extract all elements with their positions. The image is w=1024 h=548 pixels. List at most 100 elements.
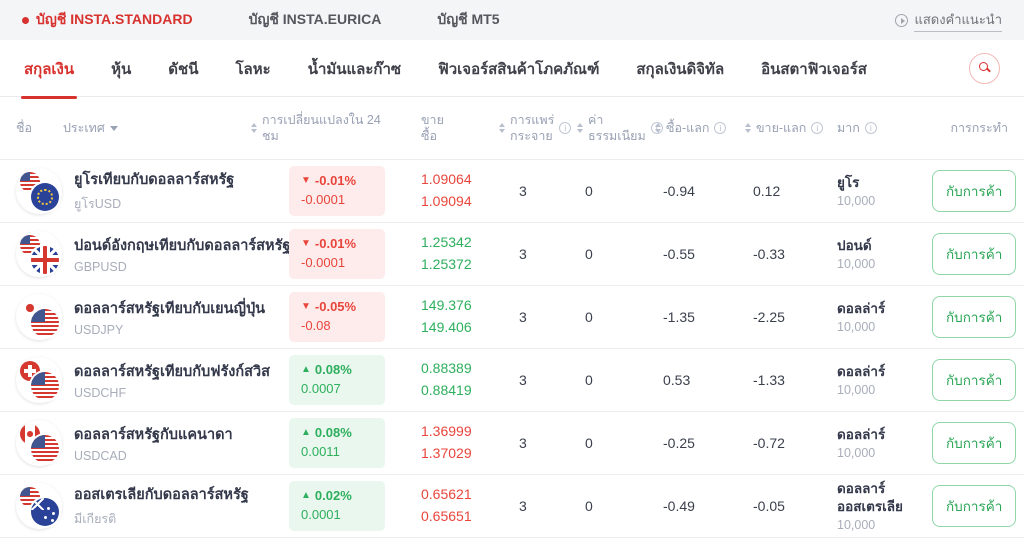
buy-price: 0.88419 [421,382,472,398]
sort-icon[interactable] [745,123,751,133]
lot-currency: ยูโร [837,175,860,191]
pair-symbol: USDCHF [74,386,127,400]
pair-name: ยูโรเทียบกับดอลลาร์สหรัฐ [74,172,235,188]
category-tab[interactable]: โลหะ [235,60,271,78]
account-tab-label: บัญชี INSTA.EURICA [248,11,382,27]
show-hints-link[interactable]: แสดงคำแนะนำ [895,9,1002,32]
change-value: -0.08 [301,318,331,333]
info-icon[interactable] [714,122,727,134]
sort-icon[interactable] [499,123,505,133]
sell-swap-value: -0.72 [753,435,785,451]
sort-icon[interactable] [577,123,583,133]
trade-button[interactable]: กับการค้า [932,485,1017,527]
flag-front [31,498,59,526]
change-percent: -0.01% [314,173,357,189]
header-name: ชื่อ [16,121,32,135]
aud-usd-flags-icon [16,483,62,529]
commission-value: 0 [585,183,593,199]
lot-size: 10,000 [837,319,876,334]
commission-value: 0 [585,498,593,514]
spread-value: 3 [519,246,527,262]
table-header: ชื่อ ประเทศ การเปลี่ยนแปลงใน 24 ชม ขาย ซ… [0,97,1024,160]
change-badge: ▼ -0.05% -0.08 [289,292,385,342]
country-filter-dropdown[interactable]: ประเทศ [63,118,118,138]
category-tabs: สกุลเงิน หุ้น ดัชนี โลหะ น้ำมันและก๊าซ ฟิวเจอ… [20,39,867,99]
price-cell: 1.09064 1.09094 [391,169,511,212]
sort-icon[interactable] [655,123,661,133]
category-tab[interactable]: อินสตาฟิวเจอร์ส [761,60,867,78]
pair-symbol: USDJPY [74,323,124,337]
account-tab[interactable]: บัญชี INSTA.EURICA [249,9,382,31]
account-tab[interactable]: บัญชี MT5 [437,9,499,31]
info-icon[interactable] [559,122,572,134]
trade-button[interactable]: กับการค้า [932,233,1017,275]
buy-price: 0.65651 [421,508,472,524]
category-tab[interactable]: ฟิวเจอร์สสินค้าโภคภัณฑ์ [438,60,600,78]
header-sell-swap[interactable]: ขาย-แลก [745,118,837,138]
flag-front [31,246,59,274]
spread-value: 3 [519,372,527,388]
category-tab[interactable]: สกุลเงินดิจิทัล [636,60,725,78]
lot-size: 10,000 [837,193,876,208]
header-commission[interactable]: ค่า ธรรมเนียม [577,112,663,145]
sort-icon[interactable] [251,123,257,133]
header-spread[interactable]: การแพร่ กระจาย [499,112,577,145]
instrument-list: ยูโรเทียบกับดอลลาร์สหรัฐ ยูโรUSD ▼ -0.01… [0,160,1024,538]
change-percent: -0.05% [314,299,357,315]
gbp-usd-flags-icon [16,231,62,277]
category-tab[interactable]: ดัชนี [168,60,199,78]
change-badge: ▲ 0.08% 0.0007 [289,355,385,405]
header-country: ประเทศ [63,121,105,135]
table-row[interactable]: ออสเตรเลียกับดอลลาร์สหรัฐ มีเกียรติ ▲ 0.… [0,475,1024,538]
commission-value: 0 [585,309,593,325]
buy-swap-value: 0.53 [663,372,691,388]
account-tab-label: บัญชี MT5 [437,11,500,27]
info-icon[interactable] [650,122,663,134]
trade-button[interactable]: กับการค้า [932,170,1017,212]
buy-price: 1.37029 [421,445,472,461]
buy-swap-value: -0.55 [663,246,695,262]
account-tab-label: บัญชี INSTA.STANDARD [36,11,193,27]
account-tab[interactable]: บัญชี INSTA.STANDARD [22,9,193,31]
trade-button[interactable]: กับการค้า [932,422,1017,464]
sell-price: 0.65621 [421,486,472,503]
change-value: 0.0007 [301,381,341,396]
usd-cad-flags-icon [16,420,62,466]
flag-front [31,435,59,463]
change-badge: ▲ 0.02% 0.0001 [289,481,385,531]
table-row[interactable]: ดอลลาร์สหรัฐเทียบกับเยนญี่ปุ่น USDJPY ▼ … [0,286,1024,349]
header-change-24h[interactable]: การเปลี่ยนแปลงใน 24 ชม [251,112,391,145]
info-icon[interactable] [864,122,877,134]
category-tab[interactable]: หุ้น [111,60,132,78]
change-value: 0.0001 [301,507,341,522]
sell-price: 1.25342 [421,234,472,251]
table-row[interactable]: ดอลลาร์สหรัฐกับแคนาดา USDCAD ▲ 0.08% 0.0… [0,412,1024,475]
buy-price: 1.25372 [421,256,472,272]
spread-value: 3 [519,183,527,199]
change-percent: 0.02% [314,488,352,504]
header-action: การกระทำ [950,121,1008,135]
category-tab[interactable]: สกุลเงิน [20,39,78,99]
table-row[interactable]: ยูโรเทียบกับดอลลาร์สหรัฐ ยูโรUSD ▼ -0.01… [0,160,1024,223]
pair-name: ดอลลาร์สหรัฐเทียบกับฟรังก์สวิส [74,364,270,380]
pair-name: ปอนด์อังกฤษเทียบกับดอลลาร์สหรัฐ [74,238,291,254]
price-cell: 0.88389 0.88419 [391,358,511,401]
buy-price: 149.406 [421,319,472,335]
lot-size: 10,000 [837,517,876,532]
table-row[interactable]: ดอลลาร์สหรัฐเทียบกับฟรังก์สวิส USDCHF ▲ … [0,349,1024,412]
table-row[interactable]: ปอนด์อังกฤษเทียบกับดอลลาร์สหรัฐ GBPUSD ▼… [0,223,1024,286]
change-down-icon: ▼ [301,238,311,250]
trade-button[interactable]: กับการค้า [932,296,1017,338]
lot-currency: ดอลล่าร์ [837,427,886,443]
lot-currency: ดอลล่าร์ [837,301,886,317]
trade-button[interactable]: กับการค้า [932,359,1017,401]
play-circle-icon [895,13,909,27]
header-buy-swap[interactable]: ซื้อ-แลก [655,118,745,138]
search-button[interactable] [969,52,1000,84]
change-down-icon: ▼ [301,175,311,187]
commission-value: 0 [585,435,593,451]
info-icon[interactable] [811,122,824,134]
category-tab[interactable]: น้ำมันและก๊าซ [307,60,402,78]
sell-price: 0.88389 [421,360,472,377]
buy-swap-value: -1.35 [663,309,695,325]
